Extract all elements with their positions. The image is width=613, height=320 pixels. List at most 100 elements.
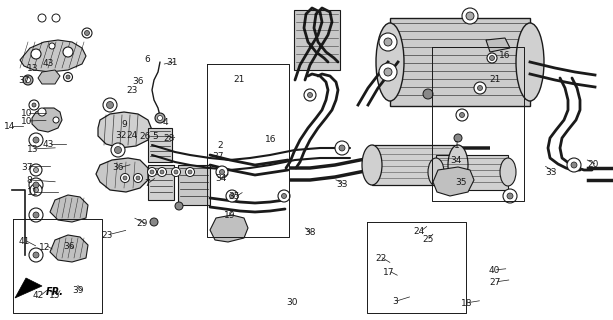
Ellipse shape: [66, 75, 70, 79]
Text: 40: 40: [489, 266, 500, 275]
Ellipse shape: [150, 170, 154, 174]
Text: 15: 15: [50, 291, 61, 300]
Ellipse shape: [85, 30, 89, 36]
Ellipse shape: [29, 208, 43, 222]
Ellipse shape: [30, 164, 42, 176]
Text: 20: 20: [588, 160, 599, 169]
Ellipse shape: [567, 158, 581, 172]
Ellipse shape: [362, 145, 382, 185]
Ellipse shape: [26, 77, 31, 83]
Ellipse shape: [136, 176, 140, 180]
Text: 19: 19: [224, 211, 235, 220]
Ellipse shape: [516, 23, 544, 101]
Text: 16: 16: [265, 135, 276, 144]
Ellipse shape: [148, 167, 156, 177]
Text: 28: 28: [163, 134, 174, 143]
Text: 43: 43: [42, 59, 53, 68]
Text: 38: 38: [304, 228, 315, 237]
Text: 10: 10: [21, 117, 32, 126]
Text: 37: 37: [213, 152, 224, 161]
Polygon shape: [32, 108, 62, 132]
Ellipse shape: [34, 188, 39, 193]
Ellipse shape: [188, 170, 192, 174]
Ellipse shape: [33, 252, 39, 258]
Ellipse shape: [490, 55, 495, 60]
Text: 29: 29: [137, 220, 148, 228]
Text: 39: 39: [73, 286, 84, 295]
Text: 8: 8: [26, 176, 32, 185]
Text: 34: 34: [216, 174, 227, 183]
Ellipse shape: [155, 113, 165, 123]
Text: 10: 10: [21, 109, 32, 118]
Ellipse shape: [379, 63, 397, 81]
Text: 41: 41: [19, 237, 30, 246]
Text: 23: 23: [126, 86, 137, 95]
Text: 37: 37: [19, 76, 30, 85]
Ellipse shape: [34, 167, 39, 172]
Ellipse shape: [229, 194, 235, 198]
Text: 17: 17: [383, 268, 394, 277]
Ellipse shape: [121, 173, 129, 182]
Text: 6: 6: [144, 55, 150, 64]
Text: 23: 23: [102, 231, 113, 240]
Ellipse shape: [335, 141, 349, 155]
Ellipse shape: [507, 193, 513, 199]
Ellipse shape: [29, 178, 43, 192]
Text: 35: 35: [228, 192, 239, 201]
Bar: [372, 145, 458, 185]
Ellipse shape: [304, 89, 316, 101]
Text: 31: 31: [166, 58, 177, 67]
Ellipse shape: [82, 28, 92, 38]
Ellipse shape: [379, 33, 397, 51]
Text: 36: 36: [63, 242, 74, 251]
Ellipse shape: [219, 170, 224, 174]
Ellipse shape: [103, 98, 117, 112]
Ellipse shape: [278, 190, 290, 202]
Ellipse shape: [33, 212, 39, 218]
Text: 21: 21: [490, 75, 501, 84]
Bar: [148, 165, 174, 200]
Text: 33: 33: [546, 168, 557, 177]
Polygon shape: [486, 38, 510, 52]
Ellipse shape: [150, 218, 158, 226]
Text: 2: 2: [217, 141, 223, 150]
Text: 13: 13: [27, 64, 38, 73]
Ellipse shape: [111, 143, 125, 157]
Ellipse shape: [281, 194, 286, 198]
Ellipse shape: [53, 117, 59, 123]
Text: 13: 13: [28, 145, 39, 154]
Ellipse shape: [115, 147, 121, 154]
Text: 14: 14: [4, 122, 15, 131]
Ellipse shape: [52, 14, 60, 22]
Ellipse shape: [23, 75, 33, 85]
Text: 21: 21: [234, 75, 245, 84]
Ellipse shape: [423, 89, 433, 99]
Bar: [178, 165, 210, 205]
Text: 34: 34: [451, 156, 462, 165]
Ellipse shape: [339, 145, 345, 151]
Ellipse shape: [158, 167, 167, 177]
Text: 22: 22: [375, 254, 386, 263]
Ellipse shape: [571, 162, 577, 168]
Ellipse shape: [226, 190, 238, 202]
Ellipse shape: [32, 103, 36, 107]
Text: 43: 43: [43, 140, 54, 149]
Text: 3: 3: [392, 297, 398, 306]
Polygon shape: [38, 70, 60, 84]
Ellipse shape: [30, 184, 42, 196]
Ellipse shape: [448, 145, 468, 185]
Text: 37: 37: [21, 163, 32, 172]
Ellipse shape: [38, 14, 46, 22]
Text: FR.: FR.: [46, 287, 64, 297]
Ellipse shape: [64, 73, 72, 82]
Ellipse shape: [186, 167, 194, 177]
Ellipse shape: [503, 189, 517, 203]
Ellipse shape: [123, 176, 127, 180]
Ellipse shape: [454, 134, 462, 142]
Ellipse shape: [384, 38, 392, 46]
Ellipse shape: [29, 248, 43, 262]
Text: 1: 1: [454, 141, 460, 150]
Text: 9: 9: [121, 120, 127, 129]
Polygon shape: [433, 167, 474, 196]
Bar: [148, 128, 172, 162]
